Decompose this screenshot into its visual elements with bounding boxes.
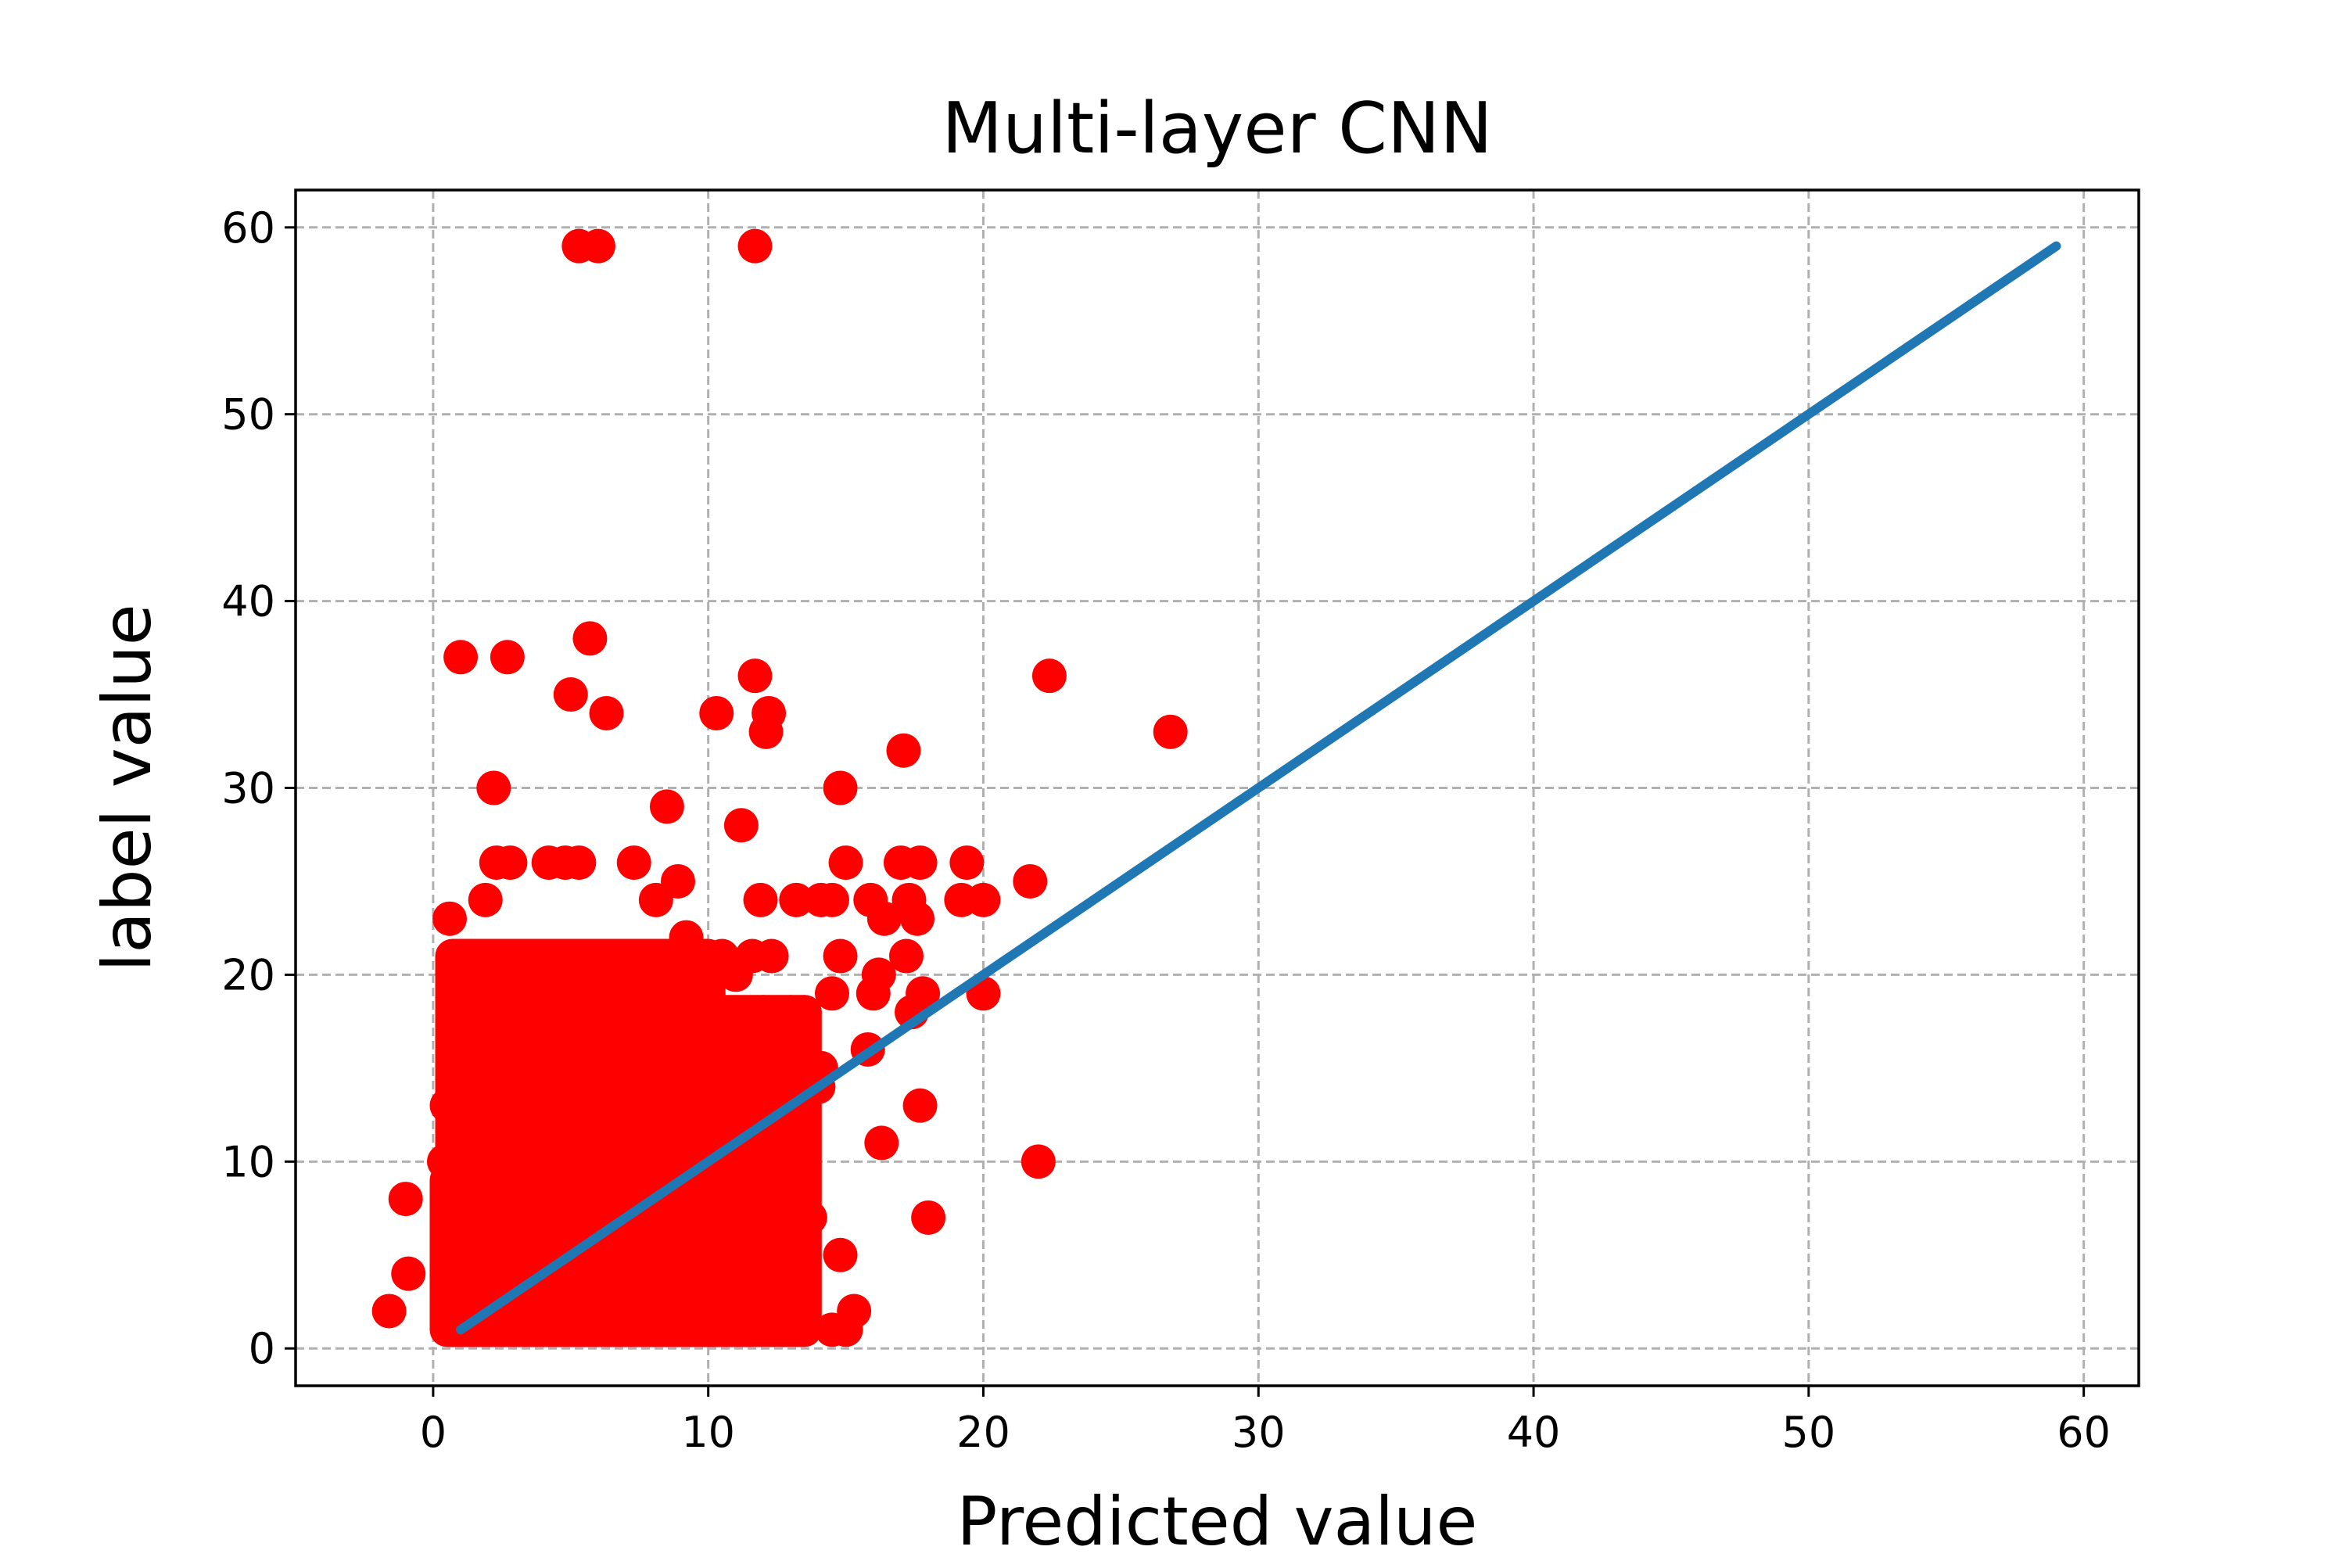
chart-title: Multi-layer CNN [942, 88, 1492, 170]
scatter-point [476, 770, 511, 806]
scatter-point [737, 658, 773, 694]
scatter-point [814, 882, 849, 917]
scatter-point [737, 228, 773, 264]
scatter-point [432, 901, 468, 936]
scatter-point [589, 695, 624, 730]
scatter-point [828, 845, 863, 881]
scatter-point [432, 1312, 468, 1347]
scatter-point [746, 995, 781, 1030]
x-axis-title: Predicted value [957, 1483, 1478, 1561]
scatter-point [902, 845, 938, 881]
scatter-point [449, 1032, 484, 1067]
scatter-point [391, 1256, 426, 1291]
scatter-point [493, 845, 528, 881]
scatter-point [371, 1294, 407, 1329]
y-axis-title: label value [88, 604, 167, 971]
identity-line [456, 241, 2061, 1335]
scatter-point [553, 677, 588, 712]
scatter-point [823, 770, 858, 806]
y-tick-label: 10 [221, 1137, 275, 1186]
scatter-point [443, 640, 479, 675]
x-tick-label: 60 [2057, 1408, 2111, 1457]
scatter-point [490, 640, 525, 675]
scatter-point [669, 920, 704, 955]
scatter-point [902, 1088, 938, 1123]
y-tick-label: 50 [221, 390, 275, 440]
scatter-point [1031, 658, 1067, 694]
scatter-point [449, 995, 484, 1030]
scatter-point [743, 882, 778, 917]
scatter-point [580, 228, 615, 264]
scatter-point [866, 901, 902, 936]
x-tick-label: 10 [681, 1408, 735, 1457]
scatter-point [911, 1200, 946, 1235]
scatter-point [388, 1182, 423, 1217]
scatter-point [773, 1032, 809, 1067]
scatter-point [792, 1200, 827, 1235]
scatter-point [900, 901, 935, 936]
scatter-point [779, 882, 814, 917]
x-tick-label: 30 [1232, 1408, 1286, 1457]
scatter-point [426, 1144, 461, 1179]
scatter-point [723, 808, 759, 843]
scatter-point [1021, 1144, 1056, 1179]
scatter-point [699, 695, 734, 730]
scatter-point [429, 1088, 465, 1123]
scatter-point [888, 938, 924, 974]
y-tick-label: 20 [221, 950, 275, 999]
x-tick-label: 50 [1781, 1408, 1835, 1457]
x-tick-label: 0 [420, 1408, 447, 1457]
reference-line [456, 241, 2061, 1335]
scatter-point [748, 714, 784, 749]
scatter-point [746, 1144, 781, 1179]
scatter-point [966, 882, 1001, 917]
scatter-point [561, 845, 597, 881]
scatter-point [823, 938, 858, 974]
axis-ticks: 0 10 20 30 40 50 60 0 10 20 30 40 50 60 [221, 203, 2111, 1457]
scatter-point [1013, 863, 1048, 899]
y-tick-label: 30 [221, 764, 275, 813]
scatter-point [468, 882, 503, 917]
y-tick-label: 0 [249, 1324, 275, 1373]
scatter-point [718, 957, 753, 992]
scatter-point [828, 1312, 863, 1347]
scatter-point [823, 1237, 858, 1272]
scatter-point [864, 1125, 899, 1161]
scatter-point [856, 976, 891, 1011]
scatter-point [765, 1312, 800, 1347]
scatter-point [660, 863, 695, 899]
scatter-point [1153, 714, 1188, 749]
scatter-point [572, 621, 608, 656]
y-tick-label: 60 [221, 203, 275, 253]
scatter-point [814, 976, 849, 1011]
scatter-point [787, 995, 822, 1030]
x-tick-label: 20 [956, 1408, 1010, 1457]
scatter-point [754, 938, 789, 974]
scatter-point [616, 845, 651, 881]
scatter-point [949, 845, 985, 881]
scatter-point [886, 733, 921, 768]
scatter-point [759, 1256, 795, 1291]
y-tick-label: 40 [221, 577, 275, 626]
x-tick-label: 40 [1507, 1408, 1561, 1457]
scatter-points [371, 228, 1188, 1347]
scatter-point [691, 976, 726, 1011]
scatter-point [649, 789, 684, 824]
